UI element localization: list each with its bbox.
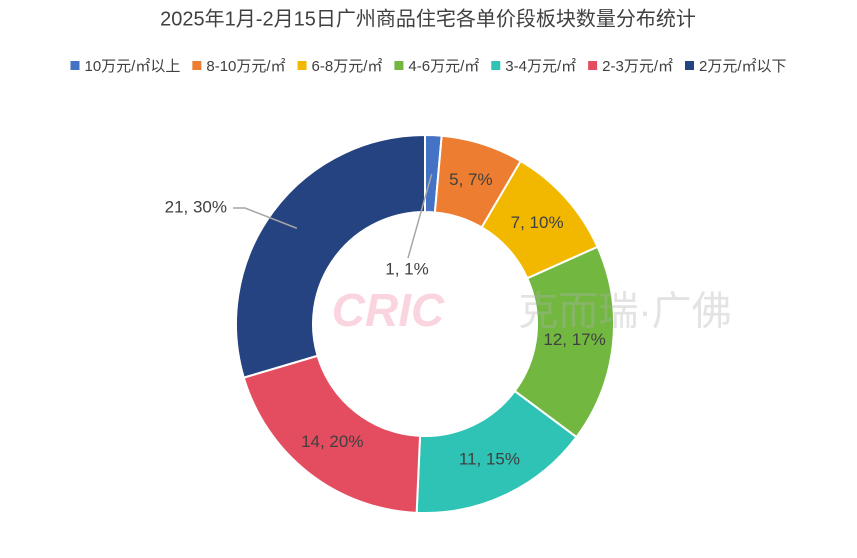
data-label: 5, 7% bbox=[449, 170, 492, 189]
legend-label: 2-3万元/㎡ bbox=[602, 58, 673, 75]
leader-line bbox=[407, 173, 433, 259]
legend-label: 10万元/㎡以上 bbox=[84, 58, 180, 75]
data-label: 21, 30% bbox=[165, 197, 227, 216]
data-label: 7, 10% bbox=[511, 213, 564, 232]
legend: 10万元/㎡以上 8-10万元/㎡ 6-8万元/㎡ 4-6万元/㎡ 3-4万元/㎡ 2-3… bbox=[70, 58, 787, 75]
legend-label: 6-8万元/㎡ bbox=[312, 58, 383, 75]
legend-swatch bbox=[394, 61, 404, 70]
data-label: 14, 20% bbox=[301, 432, 363, 451]
data-label: 11, 15% bbox=[459, 449, 520, 468]
leader-line bbox=[233, 207, 298, 229]
watermark-text: 克而瑞·广佛 bbox=[518, 290, 731, 334]
legend-label: 3-4万元/㎡ bbox=[505, 58, 576, 75]
legend-label: 8-10万元/㎡ bbox=[206, 58, 285, 75]
legend-swatch bbox=[491, 61, 501, 70]
donut-slice bbox=[235, 133, 426, 379]
watermark: CRIC 克而瑞·广佛 bbox=[332, 284, 732, 336]
legend-swatch bbox=[192, 61, 202, 70]
chart-title: 2025年1月-2月15日广州商品住宅各单价段板块数量分布统计 bbox=[160, 7, 696, 30]
legend-swatch bbox=[588, 61, 598, 70]
data-label: 12, 17% bbox=[543, 330, 605, 349]
legend-swatch bbox=[297, 61, 307, 70]
donut-slice bbox=[242, 354, 422, 514]
data-label: 1, 1% bbox=[385, 259, 428, 278]
legend-swatch bbox=[70, 61, 80, 70]
legend-swatch bbox=[684, 61, 694, 70]
legend-label: 2万元/㎡以下 bbox=[699, 58, 787, 75]
legend-label: 4-6万元/㎡ bbox=[408, 58, 479, 75]
watermark-logo: CRIC bbox=[332, 284, 445, 336]
